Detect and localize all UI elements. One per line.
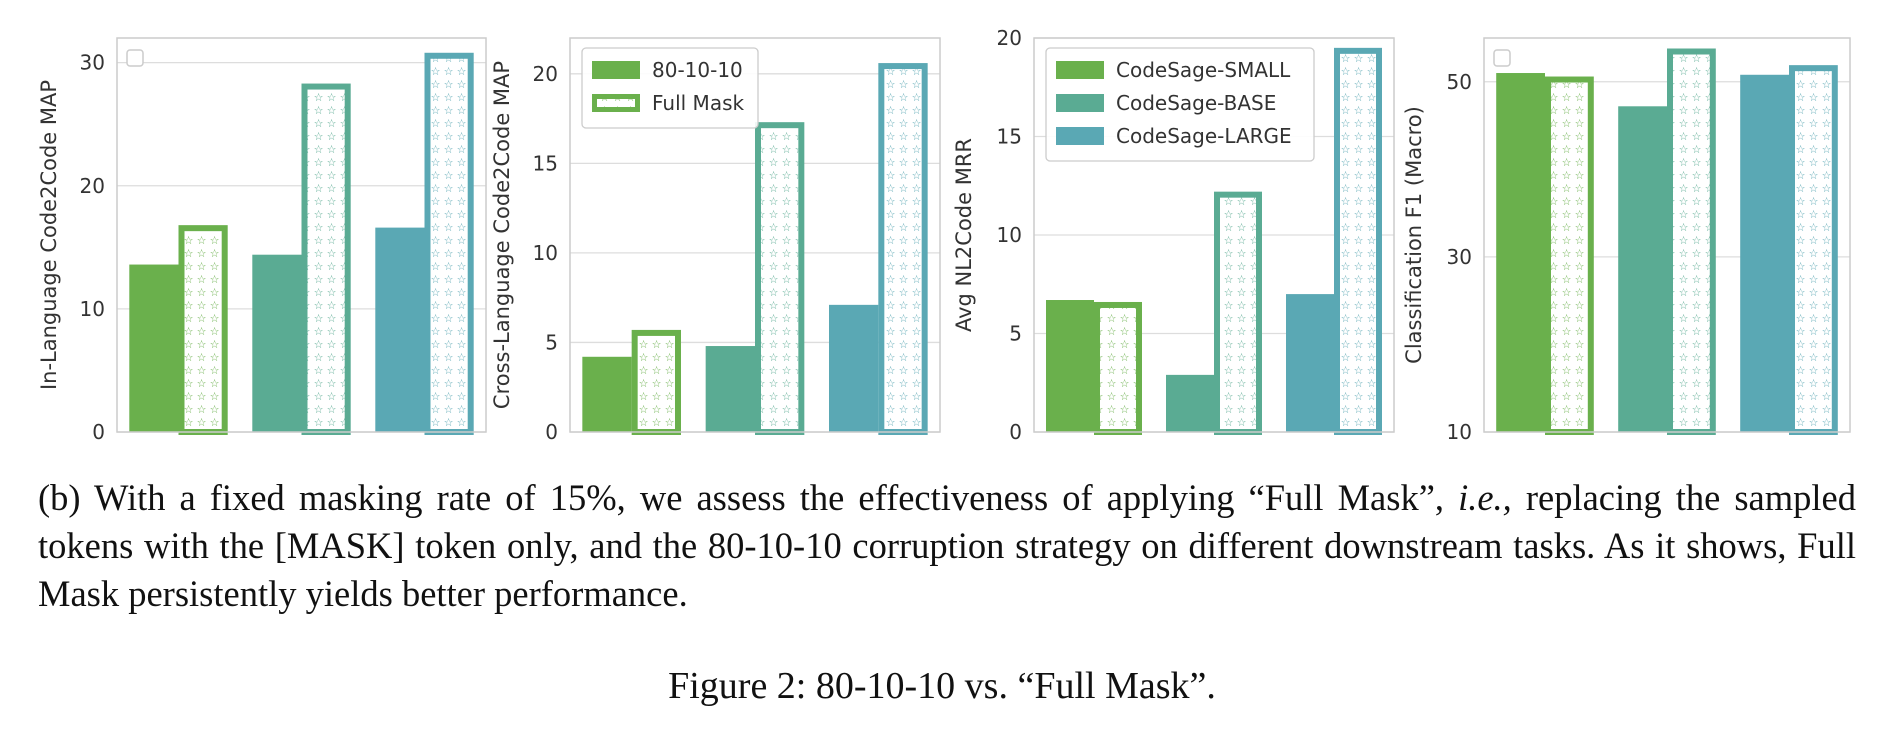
bar-80-10-10-codesage-small <box>582 356 632 432</box>
legend-swatch-solid <box>592 61 640 79</box>
y-tick-label: 30 <box>80 51 105 75</box>
y-tick-label: 0 <box>1009 420 1022 444</box>
y-tick-label: 0 <box>92 420 105 444</box>
bar-full-mask-codesage-large <box>878 63 928 435</box>
legend-label: CodeSage-SMALL <box>1116 58 1291 82</box>
bar-full-mask-codesage-large <box>424 52 474 436</box>
bar-full-mask-codesage-small <box>631 329 682 435</box>
chart-4: 10 30 50 Classification F1 (Macro) <box>1402 37 1851 444</box>
figure-title: Figure 2: 80-10-10 vs. “Full Mask”. <box>668 665 1216 707</box>
bar-full-mask-codesage-large <box>1789 65 1838 436</box>
y-tick-label: 10 <box>80 297 105 321</box>
chart-2: 0 5 10 15 20 Cross-Language Code2Code MAP 80-1… <box>490 37 941 444</box>
y-tick-label: 20 <box>997 26 1022 50</box>
y-tick-label: 30 <box>1447 245 1472 269</box>
plot-frame <box>1483 37 1851 433</box>
legend-label: 80-10-10 <box>652 58 743 82</box>
bar-80-10-10-codesage-small <box>1046 300 1094 432</box>
bar-full-mask-codesage-small <box>178 225 228 435</box>
bar-80-10-10-codesage-large <box>829 304 879 432</box>
caption-ie: i.e., <box>1458 477 1512 518</box>
bar-80-10-10-codesage-base <box>1618 106 1667 432</box>
y-tick-label: 5 <box>545 330 558 354</box>
bar-full-mask-codesage-small <box>1094 301 1142 436</box>
bar-full-mask-codesage-small <box>1545 76 1594 435</box>
bar-full-mask-codesage-large <box>1334 47 1382 435</box>
y-axis-label: Avg NL2Code MRR <box>952 138 976 332</box>
legend-label: CodeSage-LARGE <box>1116 124 1292 148</box>
y-tick-label: 15 <box>997 125 1022 149</box>
y-tick-label: 20 <box>533 62 558 86</box>
bar-80-10-10-codesage-small <box>1496 73 1545 433</box>
bar-80-10-10-codesage-large <box>375 227 425 432</box>
caption-text-rest: replacing the sampled tokens with the [M… <box>38 477 1856 614</box>
y-tick-label: 5 <box>1009 322 1022 346</box>
y-tick-label: 10 <box>533 241 558 265</box>
legend-frame <box>1045 47 1315 162</box>
y-tick-label: 50 <box>1447 70 1472 94</box>
y-tick-label: 20 <box>80 174 105 198</box>
y-tick-label: 10 <box>997 223 1022 247</box>
plot-frame <box>569 37 941 433</box>
bar-80-10-10-codesage-large <box>1740 74 1789 433</box>
empty-legend-box <box>126 49 144 67</box>
y-tick-label: 0 <box>545 420 558 444</box>
bar-full-mask-codesage-base <box>1667 48 1716 436</box>
y-tick-label: 10 <box>1447 420 1472 444</box>
legend-label: Full Mask <box>652 91 744 115</box>
legend-swatch-codesage-large <box>1056 127 1104 145</box>
y-axis-label: In-Language Code2Code MAP <box>37 80 61 390</box>
bar-full-mask-codesage-base <box>1214 191 1262 435</box>
plot-frame <box>116 37 487 433</box>
bar-80-10-10-codesage-small <box>129 264 179 432</box>
bar-80-10-10-codesage-base <box>252 254 302 432</box>
y-tick-label: 15 <box>533 151 558 175</box>
bar-80-10-10-codesage-base <box>1166 374 1214 432</box>
legend-swatch-hatched <box>592 94 640 112</box>
bar-80-10-10-codesage-large <box>1286 294 1334 432</box>
bar-full-mask-codesage-base <box>755 122 805 435</box>
legend-swatch-codesage-base <box>1056 94 1104 112</box>
legend-label: CodeSage-BASE <box>1116 91 1276 115</box>
y-axis-label: Cross-Language Code2Code MAP <box>490 61 514 409</box>
figure-caption: (b) With a fixed masking rate of 15%, we… <box>38 474 1856 618</box>
bar-full-mask-codesage-base <box>301 83 351 436</box>
legend: 80-10-10 Full Mask <box>581 47 759 129</box>
legend: CodeSage-SMALL CodeSage-BASE CodeSage-LARG… <box>1045 47 1315 162</box>
legend-swatch-codesage-small <box>1056 61 1104 79</box>
caption-text: (b) With a fixed masking rate of 15%, we… <box>38 477 1459 518</box>
plot-frame <box>1033 37 1395 433</box>
y-axis-label: Classification F1 (Macro) <box>1402 106 1426 364</box>
bar-80-10-10-codesage-base <box>705 346 755 432</box>
empty-legend-box <box>1493 49 1511 67</box>
chart-1: 0 10 20 30 In-Language Code2Code MAP <box>37 37 487 444</box>
